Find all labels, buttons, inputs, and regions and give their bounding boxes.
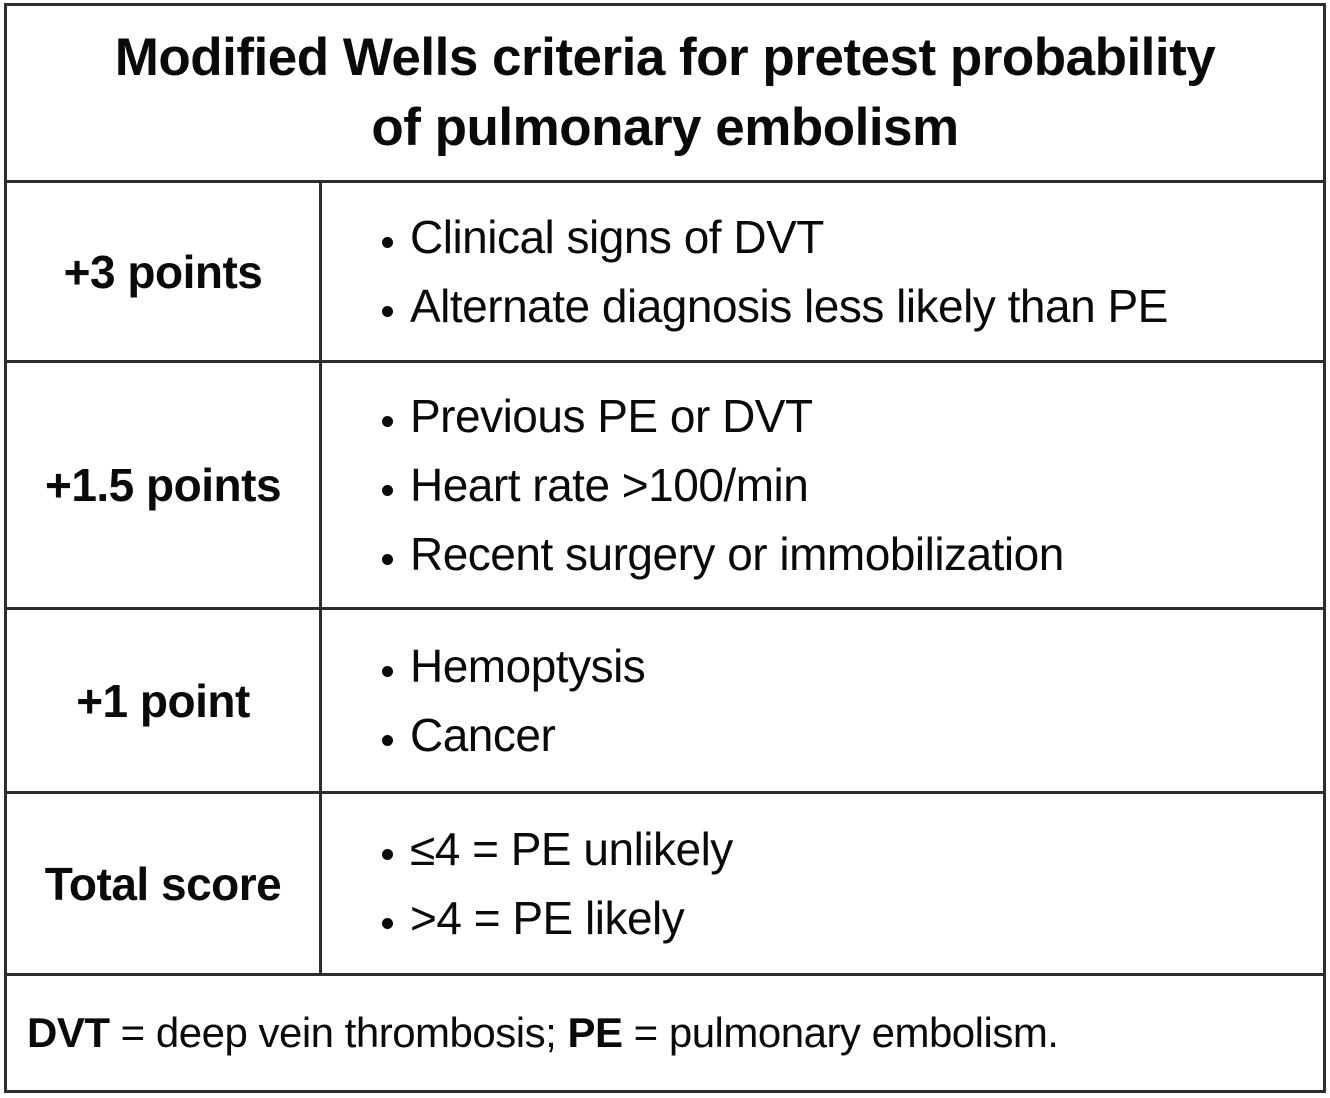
- abbr-pe: PE: [567, 1009, 623, 1056]
- wells-criteria-table: Modified Wells criteria for pretest prob…: [4, 3, 1326, 1093]
- criterion-item: Cancer: [410, 704, 645, 766]
- abbr-dvt-definition: = deep vein thrombosis;: [109, 1009, 568, 1056]
- criteria-cell-total-score: ≤4 = PE unlikely >4 = PE likely: [322, 791, 1323, 973]
- abbr-dvt: DVT: [27, 1009, 110, 1056]
- criterion-item: Previous PE or DVT: [410, 385, 1064, 447]
- points-label: +1 point: [76, 674, 250, 727]
- table-title-line2: of pulmonary embolism: [371, 98, 959, 157]
- abbr-pe-definition: = pulmonary embolism.: [622, 1009, 1059, 1056]
- criteria-list: ≤4 = PE unlikely >4 = PE likely: [322, 811, 733, 956]
- criterion-item: Heart rate >100/min: [410, 454, 1064, 516]
- criterion-item: Alternate diagnosis less likely than PE: [410, 275, 1168, 337]
- points-label: +3 points: [63, 245, 263, 298]
- table-title: Modified Wells criteria for pretest prob…: [7, 6, 1323, 180]
- criterion-item: >4 = PE likely: [410, 887, 733, 949]
- criteria-list: Hemoptysis Cancer: [322, 628, 646, 773]
- table-title-line1: Modified Wells criteria for pretest prob…: [114, 28, 1216, 88]
- criteria-list: Previous PE or DVT Heart rate >100/min R…: [322, 378, 1064, 592]
- criteria-cell-plus1-5: Previous PE or DVT Heart rate >100/min R…: [322, 360, 1323, 607]
- points-cell-total-score: Total score: [7, 791, 322, 973]
- criterion-item: Clinical signs of DVT: [410, 206, 1168, 268]
- points-cell-plus3: +3 points: [7, 180, 322, 360]
- points-label: Total score: [44, 857, 282, 910]
- footnote-text: DVT = deep vein thrombosis; PE = pulmona…: [27, 1009, 1059, 1057]
- criterion-item: ≤4 = PE unlikely: [410, 818, 733, 880]
- points-label: +1.5 points: [44, 459, 282, 511]
- criteria-list: Clinical signs of DVT Alternate diagnosi…: [322, 199, 1168, 344]
- points-cell-plus1: +1 point: [7, 607, 322, 791]
- criteria-cell-plus3: Clinical signs of DVT Alternate diagnosi…: [322, 180, 1323, 360]
- footnote: DVT = deep vein thrombosis; PE = pulmona…: [7, 973, 1323, 1090]
- criterion-item: Recent surgery or immobilization: [410, 523, 1064, 585]
- criteria-cell-plus1: Hemoptysis Cancer: [322, 607, 1323, 791]
- points-cell-plus1-5: +1.5 points: [7, 360, 322, 607]
- criterion-item: Hemoptysis: [410, 635, 646, 697]
